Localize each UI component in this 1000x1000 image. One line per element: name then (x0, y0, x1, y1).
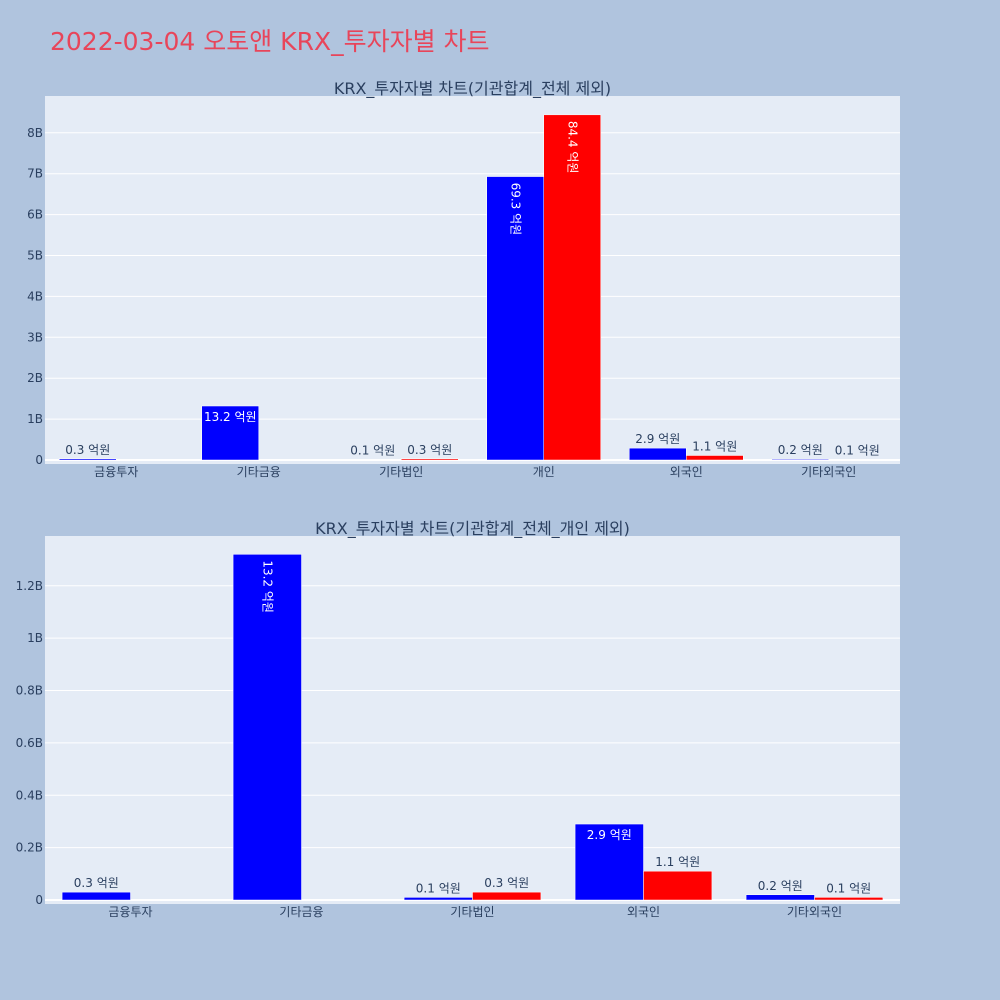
bar-value-label: 1.1 억원 (692, 440, 737, 454)
bar-value-label: 0.2 억원 (758, 879, 803, 893)
x-tick-label: 기타금융 (279, 905, 323, 919)
x-tick-label: 기타법인 (379, 465, 423, 479)
y-tick-label: 3B (27, 330, 43, 344)
y-tick-label: 1B (27, 631, 43, 645)
y-tick-label: 5B (27, 249, 43, 263)
bar-value-label: 2.9 억원 (587, 828, 632, 842)
bar (686, 455, 744, 461)
bar-value-label: 0.3 억원 (407, 443, 452, 457)
bar (643, 870, 713, 901)
bar (543, 114, 601, 461)
bar-value-label: 0.1 억원 (826, 881, 871, 895)
bar-value-label: 0.1 억원 (416, 881, 461, 895)
bar-value-label: 0.2 억원 (778, 443, 823, 457)
y-tick-label: 0.8B (16, 684, 43, 698)
y-tick-label: 2B (27, 371, 43, 385)
bar (814, 897, 884, 901)
x-tick-label: 기타금융 (237, 465, 281, 479)
bar-value-label: 0.3 억원 (484, 876, 529, 890)
x-tick-label: 개인 (533, 465, 555, 479)
bar (401, 458, 459, 461)
bar (486, 176, 544, 461)
bar-value-label: 0.1 억원 (835, 444, 880, 458)
chart-title: KRX_투자자별 차트(기관합계_전체_개인 제외) (315, 519, 630, 539)
bar-value-label: 2.9 억원 (635, 432, 680, 446)
y-tick-label: 1B (27, 412, 43, 426)
bar (629, 447, 687, 461)
bar-value-label: 0.3 억원 (65, 443, 110, 457)
bar (61, 891, 131, 901)
chart-title: KRX_투자자별 차트(기관합계_전체 제외) (334, 79, 611, 99)
chart-bottom: KRX_투자자별 차트(기관합계_전체_개인 제외) 0 0.2B 0.4B 0.6B 0… (16, 519, 900, 919)
x-tick-label: 금융투자 (108, 905, 152, 919)
bar (574, 823, 644, 901)
bar-value-label: 0.1 억원 (350, 444, 395, 458)
bar-value-label: 69.3 억원 (508, 183, 522, 236)
x-tick-label: 기타법인 (450, 905, 494, 919)
bar-value-label: 13.2 억원 (260, 560, 274, 613)
plot-area (45, 536, 900, 904)
y-tick-label: 1.2B (16, 579, 43, 593)
bar-value-label: 13.2 억원 (204, 410, 257, 424)
chart-top: KRX_투자자별 차트(기관합계_전체 제외) 0 1B 2B 3B 4B 5B 6B 7B 8B… (27, 79, 900, 479)
x-tick-label: 외국인 (670, 465, 703, 479)
x-tick-label: 기타외국인 (801, 465, 856, 479)
bar-value-label: 84.4 억원 (565, 121, 579, 174)
x-tick-label: 외국인 (627, 905, 660, 919)
bar (232, 554, 302, 901)
x-tick-label: 기타외국인 (787, 905, 842, 919)
y-tick-label: 7B (27, 167, 43, 181)
y-tick-label: 8B (27, 126, 43, 140)
bar (745, 894, 815, 901)
y-tick-label: 4B (27, 289, 43, 303)
y-tick-label: 0 (35, 893, 43, 907)
bar-value-label: 0.3 억원 (74, 876, 119, 890)
plot-area (45, 96, 900, 464)
bar (771, 458, 829, 461)
y-tick-label: 6B (27, 208, 43, 222)
y-tick-label: 0 (35, 453, 43, 467)
y-tick-label: 0.2B (16, 841, 43, 855)
page-title: 2022-03-04 오토앤 KRX_투자자별 차트 (50, 27, 490, 56)
x-tick-label: 금융투자 (94, 465, 138, 479)
y-tick-label: 0.6B (16, 736, 43, 750)
bar (59, 458, 117, 461)
bar (201, 405, 259, 461)
bar (472, 891, 542, 901)
bar-value-label: 1.1 억원 (655, 855, 700, 869)
bar (403, 897, 473, 901)
y-tick-label: 0.4B (16, 788, 43, 802)
